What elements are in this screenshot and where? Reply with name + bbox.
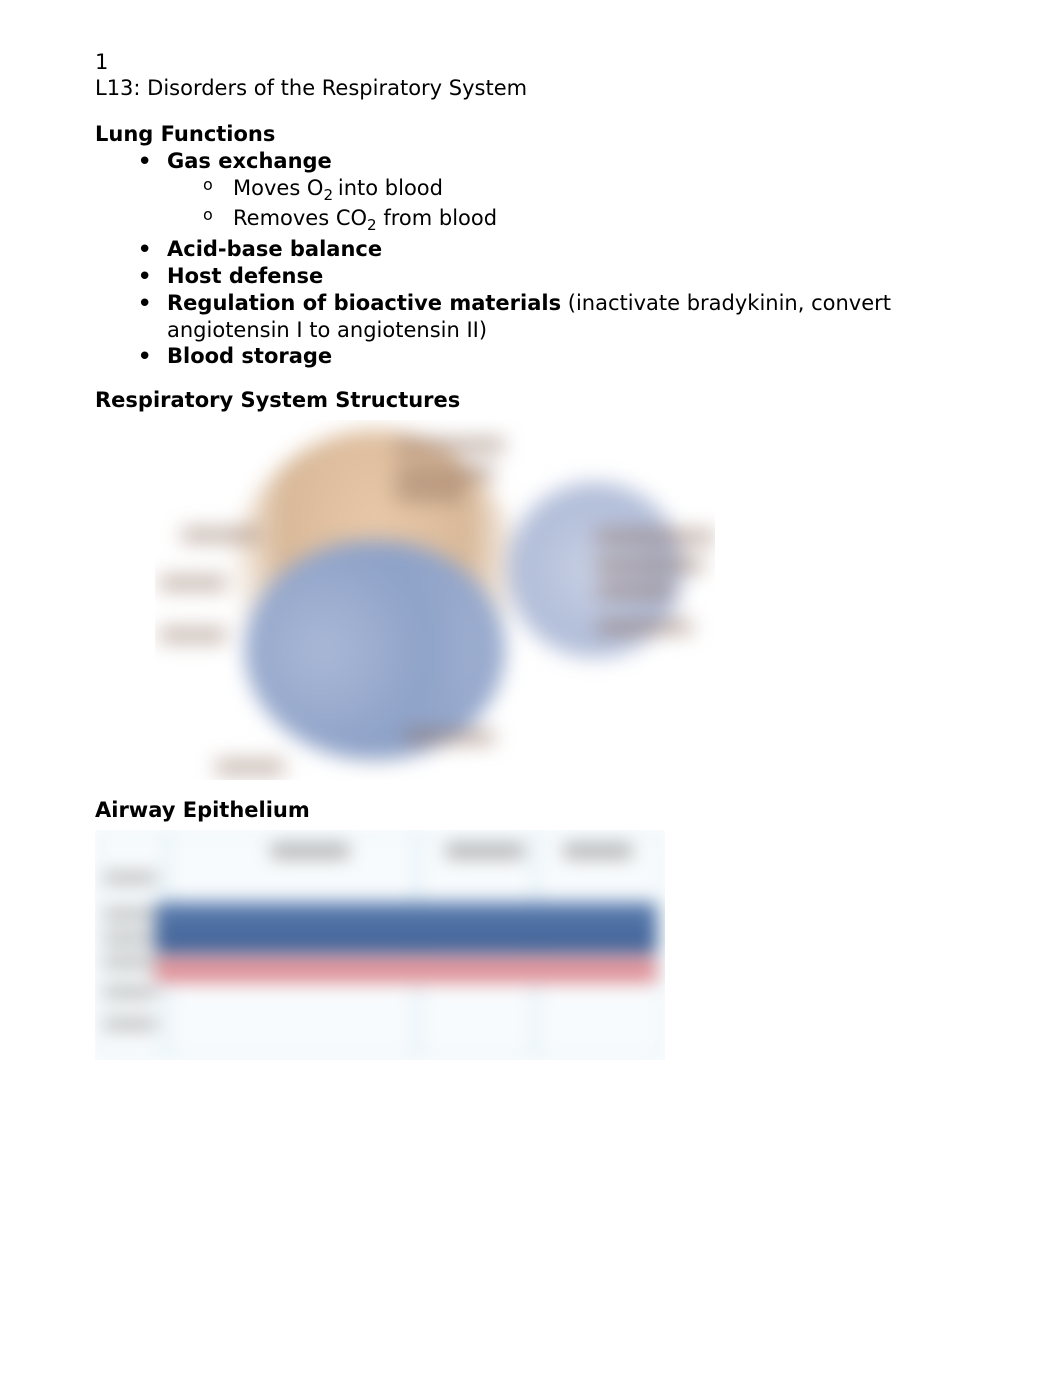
anatomy-diagram-placeholder bbox=[155, 420, 715, 780]
item-bold: Host defense bbox=[167, 264, 323, 288]
gas-exchange-sublist: Moves O2 into blood Removes CO2 from blo… bbox=[203, 175, 967, 236]
list-item: Moves O2 into blood bbox=[203, 175, 967, 206]
item-bold: Gas exchange bbox=[167, 149, 332, 173]
text-fragment: into blood bbox=[338, 176, 443, 200]
list-item: Gas exchange Moves O2 into blood Removes… bbox=[137, 148, 967, 236]
text-fragment: from blood bbox=[377, 206, 497, 230]
figure-respiratory-structures bbox=[155, 420, 967, 780]
text-fragment: Removes CO bbox=[233, 206, 367, 230]
page-number: 1 bbox=[95, 50, 967, 74]
item-bold: Regulation of bioactive materials bbox=[167, 291, 561, 315]
subscript: 2 bbox=[367, 217, 377, 235]
figure-airway-epithelium bbox=[95, 830, 665, 1060]
item-bold: Blood storage bbox=[167, 344, 332, 368]
document-title: L13: Disorders of the Respiratory System bbox=[95, 76, 967, 100]
lung-functions-list: Gas exchange Moves O2 into blood Removes… bbox=[137, 148, 967, 370]
heading-lung-functions: Lung Functions bbox=[95, 122, 967, 146]
heading-airway-epithelium: Airway Epithelium bbox=[95, 798, 967, 822]
text-fragment: Moves O bbox=[233, 176, 323, 200]
subscript: 2 bbox=[323, 186, 337, 204]
item-bold: Acid-base balance bbox=[167, 237, 382, 261]
heading-resp-structures: Respiratory System Structures bbox=[95, 388, 967, 412]
list-item: Removes CO2 from blood bbox=[203, 205, 967, 236]
list-item: Blood storage bbox=[137, 343, 967, 370]
list-item: Acid-base balance bbox=[137, 236, 967, 263]
list-item: Regulation of bioactive materials (inact… bbox=[137, 290, 967, 344]
list-item: Host defense bbox=[137, 263, 967, 290]
